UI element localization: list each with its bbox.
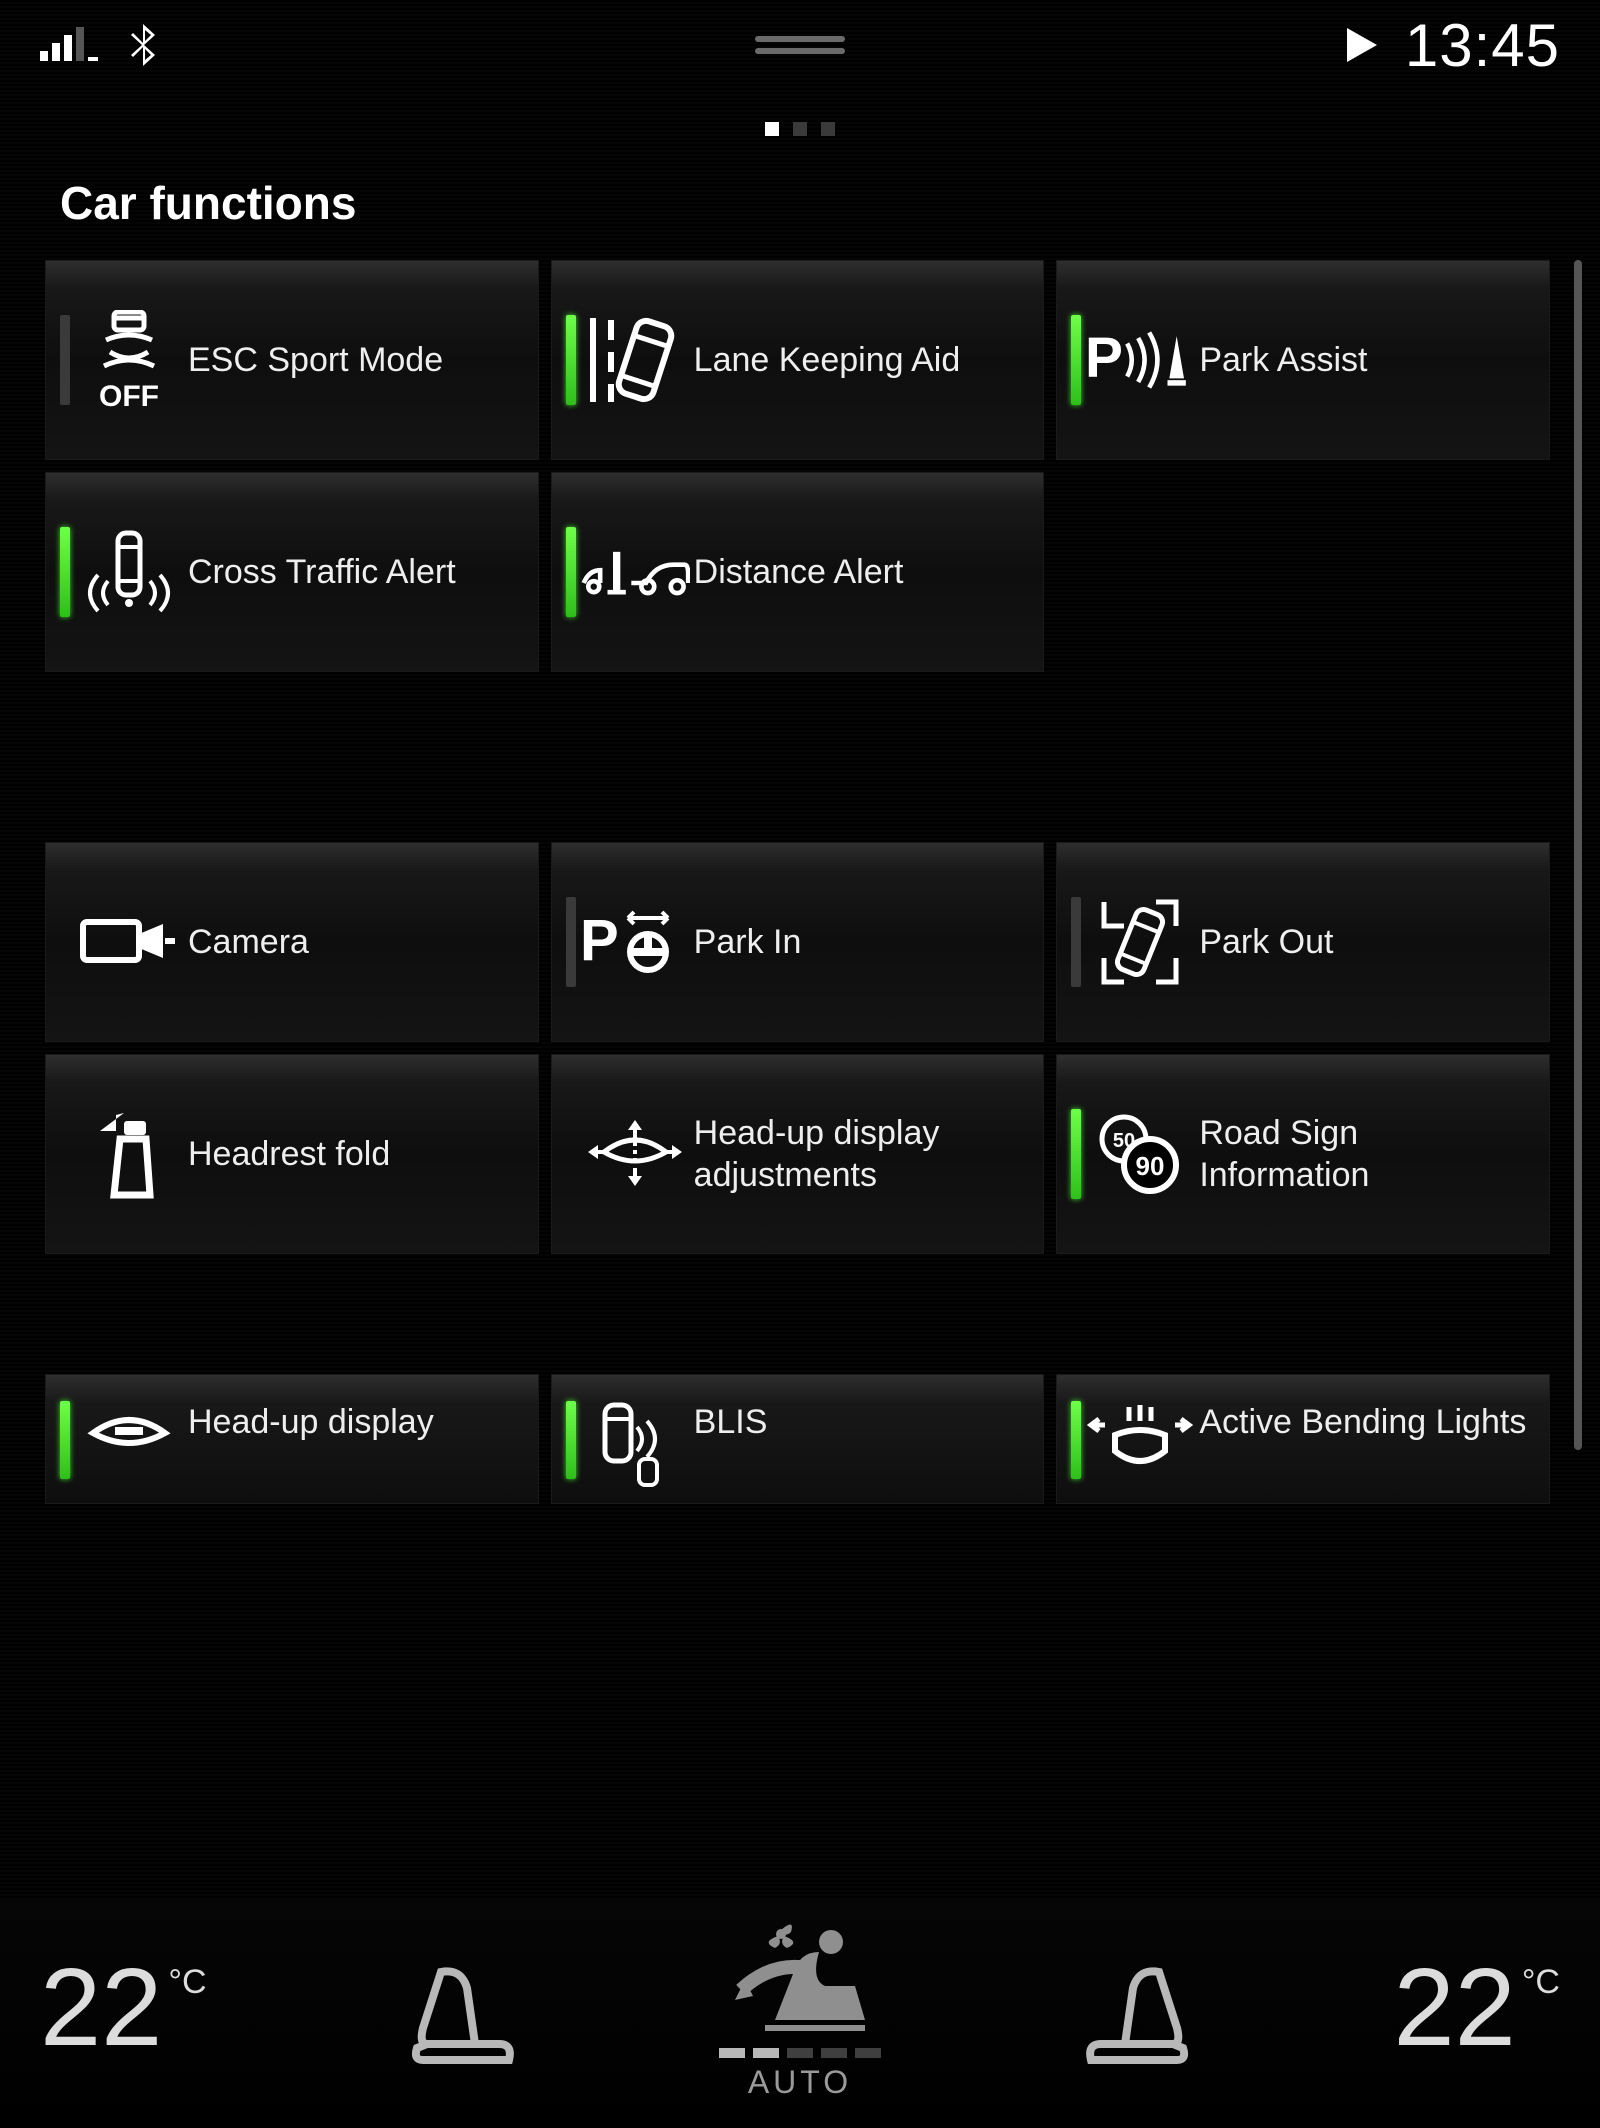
- tile-label: BLIS: [694, 1401, 1026, 1444]
- tile-distance-alert[interactable]: Distance Alert: [551, 472, 1045, 672]
- tile-label: ESC Sport Mode: [188, 339, 520, 382]
- left-temp[interactable]: 22 °C: [40, 1953, 207, 2063]
- clock: 13:45: [1405, 11, 1560, 80]
- temp-unit: °C: [168, 1963, 206, 2002]
- tile-hud-adjustments[interactable]: Head-up display adjustments: [551, 1054, 1045, 1254]
- indicator: [566, 527, 576, 617]
- svg-text:P: P: [1085, 327, 1123, 390]
- tile-lane-keeping-aid[interactable]: Lane Keeping Aid: [551, 260, 1045, 460]
- seat-right-icon[interactable]: [1079, 1948, 1199, 2068]
- tile-label: Head-up display adjustments: [694, 1112, 1026, 1197]
- fan-level: [719, 2048, 881, 2058]
- tile-road-sign-info[interactable]: 50 90 Road Sign Information: [1056, 1054, 1550, 1254]
- park-out-icon: [1085, 894, 1195, 990]
- page-indicator: [0, 122, 1600, 136]
- tile-blis[interactable]: BLIS: [551, 1374, 1045, 1504]
- right-temp[interactable]: 22 °C: [1393, 1953, 1560, 2063]
- drag-handle[interactable]: [755, 36, 845, 54]
- lane-keeping-icon: [580, 312, 690, 408]
- indicator: [60, 1109, 70, 1199]
- tile-cross-traffic-alert[interactable]: Cross Traffic Alert: [45, 472, 539, 672]
- tile-label: Lane Keeping Aid: [694, 339, 1026, 382]
- indicator: [60, 527, 70, 617]
- tile-label: Park In: [694, 921, 1026, 964]
- climate-bar: 22 °C AUTO: [0, 1898, 1600, 2128]
- indicator: [60, 897, 70, 987]
- left-temp-value: 22: [40, 1953, 162, 2063]
- svg-text:90: 90: [1136, 1151, 1165, 1181]
- hud-icon: [74, 1401, 184, 1461]
- climate-center[interactable]: AUTO: [715, 1916, 885, 2101]
- tile-label: Head-up display: [188, 1401, 520, 1444]
- distance-alert-icon: [580, 540, 690, 604]
- svg-text:OFF: OFF: [99, 380, 159, 410]
- headrest-fold-icon: [74, 1109, 184, 1199]
- tile-label: Park Out: [1199, 921, 1531, 964]
- park-assist-icon: P: [1085, 320, 1195, 400]
- scrollbar[interactable]: [1574, 260, 1582, 1450]
- cross-traffic-icon: [74, 527, 184, 617]
- tile-park-in[interactable]: P Park In: [551, 842, 1045, 1042]
- climate-mode: AUTO: [748, 2064, 852, 2101]
- active-bending-lights-icon: [1085, 1401, 1195, 1473]
- tile-empty: [1056, 472, 1550, 672]
- play-icon[interactable]: [1347, 28, 1377, 62]
- seat-left-icon[interactable]: [401, 1948, 521, 2068]
- indicator: [566, 1109, 576, 1199]
- tile-label: Headrest fold: [188, 1133, 520, 1176]
- park-in-icon: P: [580, 904, 690, 980]
- indicator: [566, 897, 576, 987]
- tile-label: Active Bending Lights: [1199, 1401, 1531, 1444]
- right-temp-value: 22: [1393, 1953, 1515, 2063]
- svg-text:P: P: [580, 908, 619, 973]
- tile-label: Road Sign Information: [1199, 1112, 1531, 1197]
- tile-park-out[interactable]: Park Out: [1056, 842, 1550, 1042]
- indicator: [566, 1401, 576, 1479]
- tile-camera[interactable]: Camera: [45, 842, 539, 1042]
- indicator: [1071, 315, 1081, 405]
- airflow-icon: [715, 1916, 885, 2036]
- indicator: [60, 1401, 70, 1479]
- status-bar: 13:45: [0, 0, 1600, 90]
- blis-icon: [580, 1401, 690, 1487]
- indicator: [1071, 1401, 1081, 1479]
- tile-active-bending-lights[interactable]: Active Bending Lights: [1056, 1374, 1550, 1504]
- temp-unit: °C: [1522, 1963, 1560, 2002]
- signal-icon: [40, 27, 100, 63]
- tile-label: Distance Alert: [694, 551, 1026, 594]
- tile-head-up-display[interactable]: Head-up display: [45, 1374, 539, 1504]
- tile-label: Park Assist: [1199, 339, 1531, 382]
- tile-park-assist[interactable]: P Park Assist: [1056, 260, 1550, 460]
- camera-icon: [74, 910, 184, 974]
- indicator: [60, 315, 70, 405]
- road-sign-icon: 50 90: [1085, 1109, 1195, 1199]
- tile-esc-sport-mode[interactable]: OFF ESC Sport Mode: [45, 260, 539, 460]
- indicator: [1071, 897, 1081, 987]
- page-title: Car functions: [0, 136, 1600, 260]
- bluetooth-icon: [130, 24, 156, 66]
- tile-label: Cross Traffic Alert: [188, 551, 520, 594]
- hud-adjust-icon: [580, 1114, 690, 1194]
- esc-off-icon: OFF: [74, 310, 184, 410]
- indicator: [566, 315, 576, 405]
- tile-headrest-fold[interactable]: Headrest fold: [45, 1054, 539, 1254]
- tile-label: Camera: [188, 921, 520, 964]
- indicator: [1071, 1109, 1081, 1199]
